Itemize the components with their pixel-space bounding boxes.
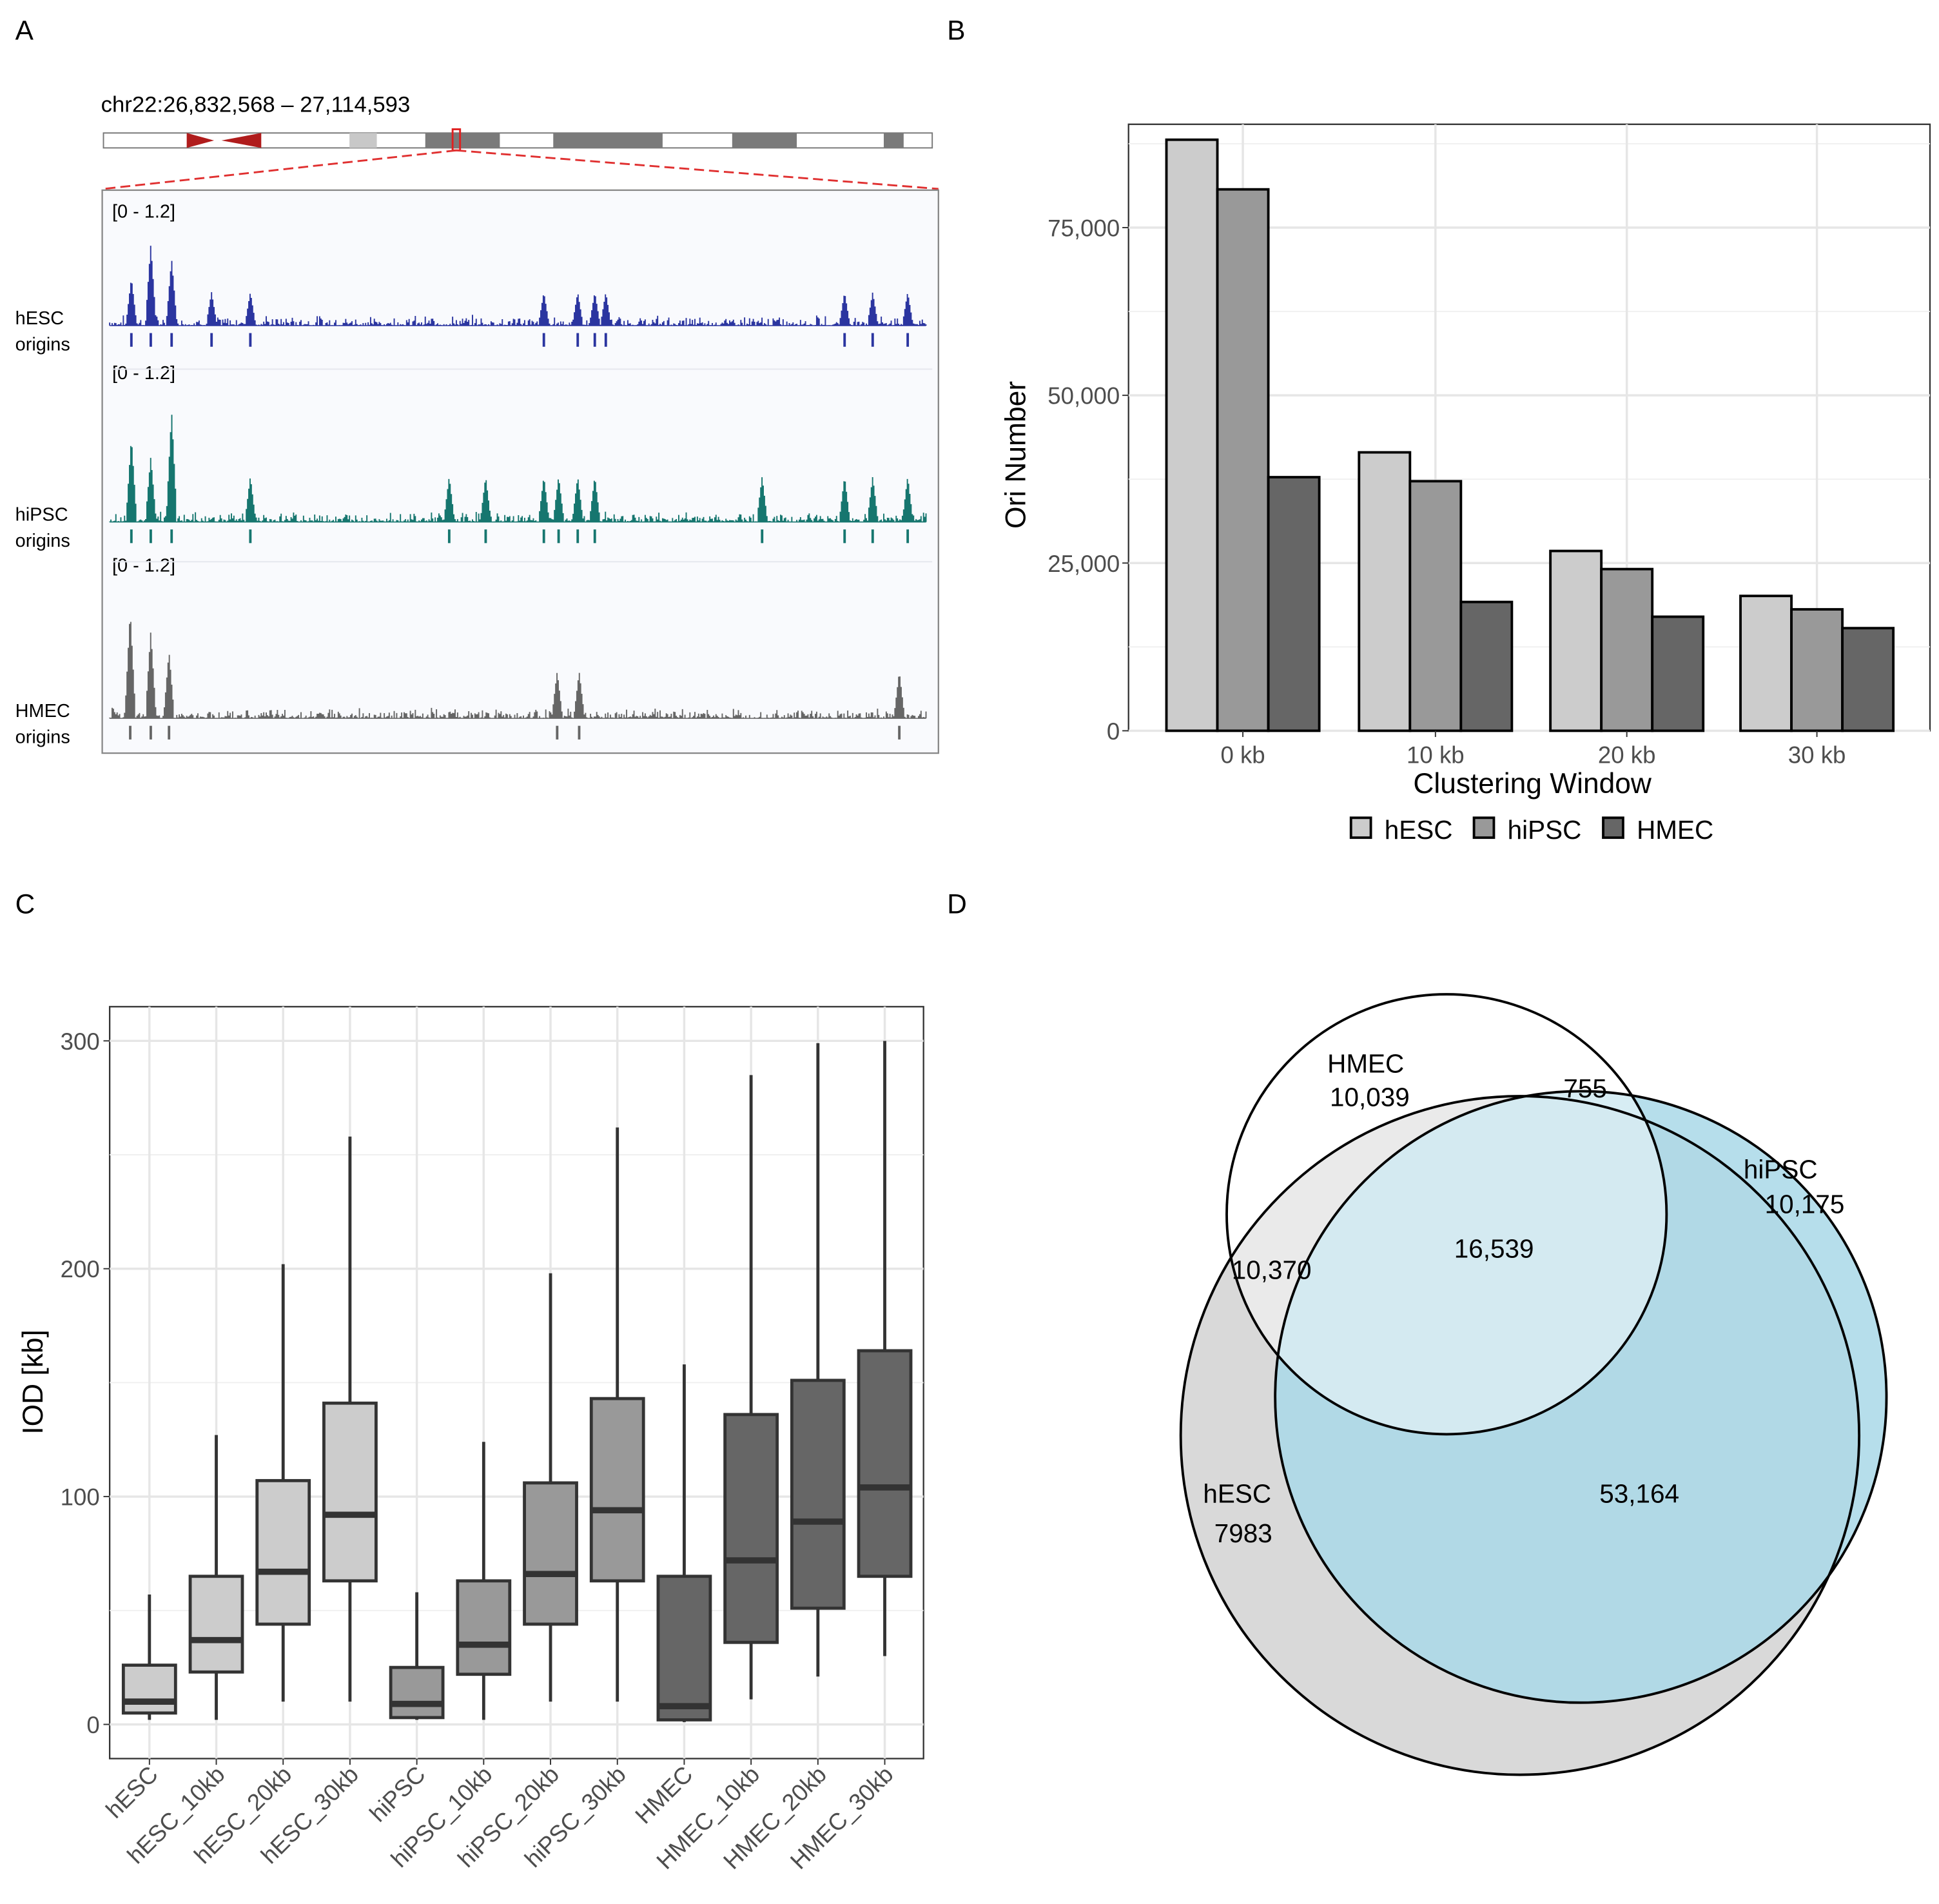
panel-label-b: B (947, 15, 965, 46)
iqr-box (456, 1579, 512, 1676)
bar-hmec-0 (1267, 476, 1321, 732)
iqr-box (322, 1401, 378, 1583)
y-axis-title: IOD [kb] (17, 1330, 49, 1435)
box-hesc_10kb (188, 1435, 244, 1720)
bar-hipsc-0 (1216, 188, 1270, 732)
box-hesc (121, 1595, 177, 1720)
box-hesc_20kb (255, 1264, 311, 1702)
track-sublabel: origins (15, 727, 70, 748)
track-sublabel: origins (15, 335, 70, 355)
y-tick-label: 300 (61, 1028, 100, 1055)
iqr-box (723, 1413, 779, 1644)
venn-count-hmec-hipsc: 755 (1563, 1074, 1607, 1103)
venn-count-hesc-only: 7983 (1214, 1518, 1272, 1548)
box-hipsc_20kb (523, 1273, 578, 1702)
iqr-box (523, 1481, 578, 1626)
iqr-box (589, 1397, 645, 1583)
legend-label-hmec: HMEC (1637, 815, 1713, 845)
bar-hesc-2 (1549, 549, 1603, 732)
iqr-box (389, 1665, 445, 1720)
box-hmec_20kb (790, 1043, 846, 1677)
venn-circle-hmec (1227, 994, 1667, 1435)
y-tick-label: 200 (61, 1256, 100, 1282)
track-sublabel: origins (15, 531, 70, 551)
venn-label-hmec: HMEC (1327, 1048, 1404, 1078)
bar-hipsc-1 (1408, 480, 1463, 732)
bar-chart-panel: 0 25,000 50,000 75,000 0 kb 10 kb 20 kb 30 kb C… (1000, 123, 1931, 845)
x-tick-label: 30 kb (1788, 742, 1846, 769)
venn-label-hipsc: hiPSC (1744, 1154, 1818, 1184)
track-range-label: [0 - 1.2] (112, 363, 175, 384)
x-tick-label: 0 kb (1220, 742, 1265, 769)
y-tick-label: 100 (61, 1484, 100, 1511)
y-tick-label: 0 (1107, 718, 1120, 745)
bar-hmec-1 (1459, 600, 1514, 732)
y-axis-title: Ori Number (1000, 381, 1032, 529)
track-hesc: [0 - 1.2] hESC origins (15, 201, 927, 355)
y-tick-label: 25,000 (1047, 551, 1120, 577)
bar-hmec-3 (1841, 627, 1895, 732)
box-hipsc_30kb (589, 1127, 645, 1702)
x-tick-label: 10 kb (1407, 742, 1465, 769)
legend-swatch-hipsc (1472, 816, 1496, 839)
track-name: HMEC (15, 701, 70, 721)
venn-count-hipsc-only: 10,175 (1765, 1189, 1845, 1219)
legend-label-hipsc: hiPSC (1508, 815, 1582, 845)
venn-count-hmec-only: 10,039 (1330, 1083, 1410, 1112)
y-tick-label: 50,000 (1047, 383, 1120, 409)
panel-label-a: A (15, 15, 34, 46)
venn-label-hesc: hESC (1203, 1478, 1271, 1508)
x-axis-title: Clustering Window (1413, 768, 1652, 800)
centromere-right (221, 133, 262, 148)
chromosome-ideogram (102, 128, 939, 190)
box-hipsc_10kb (456, 1442, 512, 1720)
iqr-box (255, 1478, 311, 1626)
iqr-box (857, 1349, 913, 1578)
box-hipsc (389, 1592, 445, 1720)
track-hmec: [0 - 1.2] HMEC origins (15, 556, 933, 748)
panel-label-d: D (947, 889, 967, 919)
venn-count-all: 16,539 (1454, 1234, 1534, 1264)
iqr-box (656, 1575, 712, 1722)
box-hmec_30kb (857, 1041, 913, 1656)
x-tick-label: 20 kb (1598, 742, 1656, 769)
venn-count-hmec-hesc: 10,370 (1232, 1255, 1312, 1284)
track-range-label: [0 - 1.2] (112, 556, 175, 576)
track-hipsc: [0 - 1.2] hiPSC origins (15, 363, 933, 551)
y-tick-label: 75,000 (1047, 215, 1120, 241)
track-name: hiPSC (15, 505, 68, 525)
centromere-left (186, 133, 215, 148)
track-range-label: [0 - 1.2] (112, 201, 175, 222)
bar-hesc-0 (1165, 138, 1219, 732)
region-label: chr22:26,832,568 – 27,114,593 (101, 92, 411, 117)
bar-hipsc-3 (1790, 608, 1844, 732)
panel-label-c: C (15, 889, 35, 919)
track-name: hESC (15, 308, 64, 329)
venn-circle-hipsc (1275, 1091, 1887, 1703)
iqr-box (790, 1379, 846, 1610)
venn-diagram-panel: HMEC 10,039 hiPSC 10,175 hESC 7983 755 1… (1179, 993, 1888, 1776)
legend-swatch-hmec (1602, 816, 1624, 839)
legend-label-hesc: hESC (1385, 815, 1453, 845)
genome-browser-panel: chr22:26,832,568 – 27,114,593 [0 - 1.2] h… (15, 92, 939, 754)
bar-hesc-3 (1739, 594, 1793, 732)
x-tick-label: hiPSC (364, 1761, 430, 1827)
box-hmec_10kb (723, 1075, 779, 1700)
box-hesc_30kb (322, 1136, 378, 1702)
iqr-box (188, 1575, 244, 1674)
x-tick-label: hESC (101, 1761, 163, 1823)
bar-hipsc-2 (1600, 567, 1654, 732)
box-hmec (656, 1364, 712, 1722)
iqr-box (121, 1664, 177, 1715)
venn-count-hesc-hipsc: 53,164 (1599, 1478, 1679, 1508)
legend: hESC hiPSC HMEC (1349, 815, 1713, 845)
y-tick-label: 0 (86, 1712, 99, 1738)
boxplot-panel: 0100200300hESChESC_10kbhESC_20kbhESC_30k… (17, 1006, 924, 1874)
bar-hesc-1 (1358, 451, 1412, 732)
bar-hmec-2 (1651, 615, 1705, 732)
track-frame (101, 189, 939, 754)
legend-swatch-hesc (1349, 816, 1372, 839)
